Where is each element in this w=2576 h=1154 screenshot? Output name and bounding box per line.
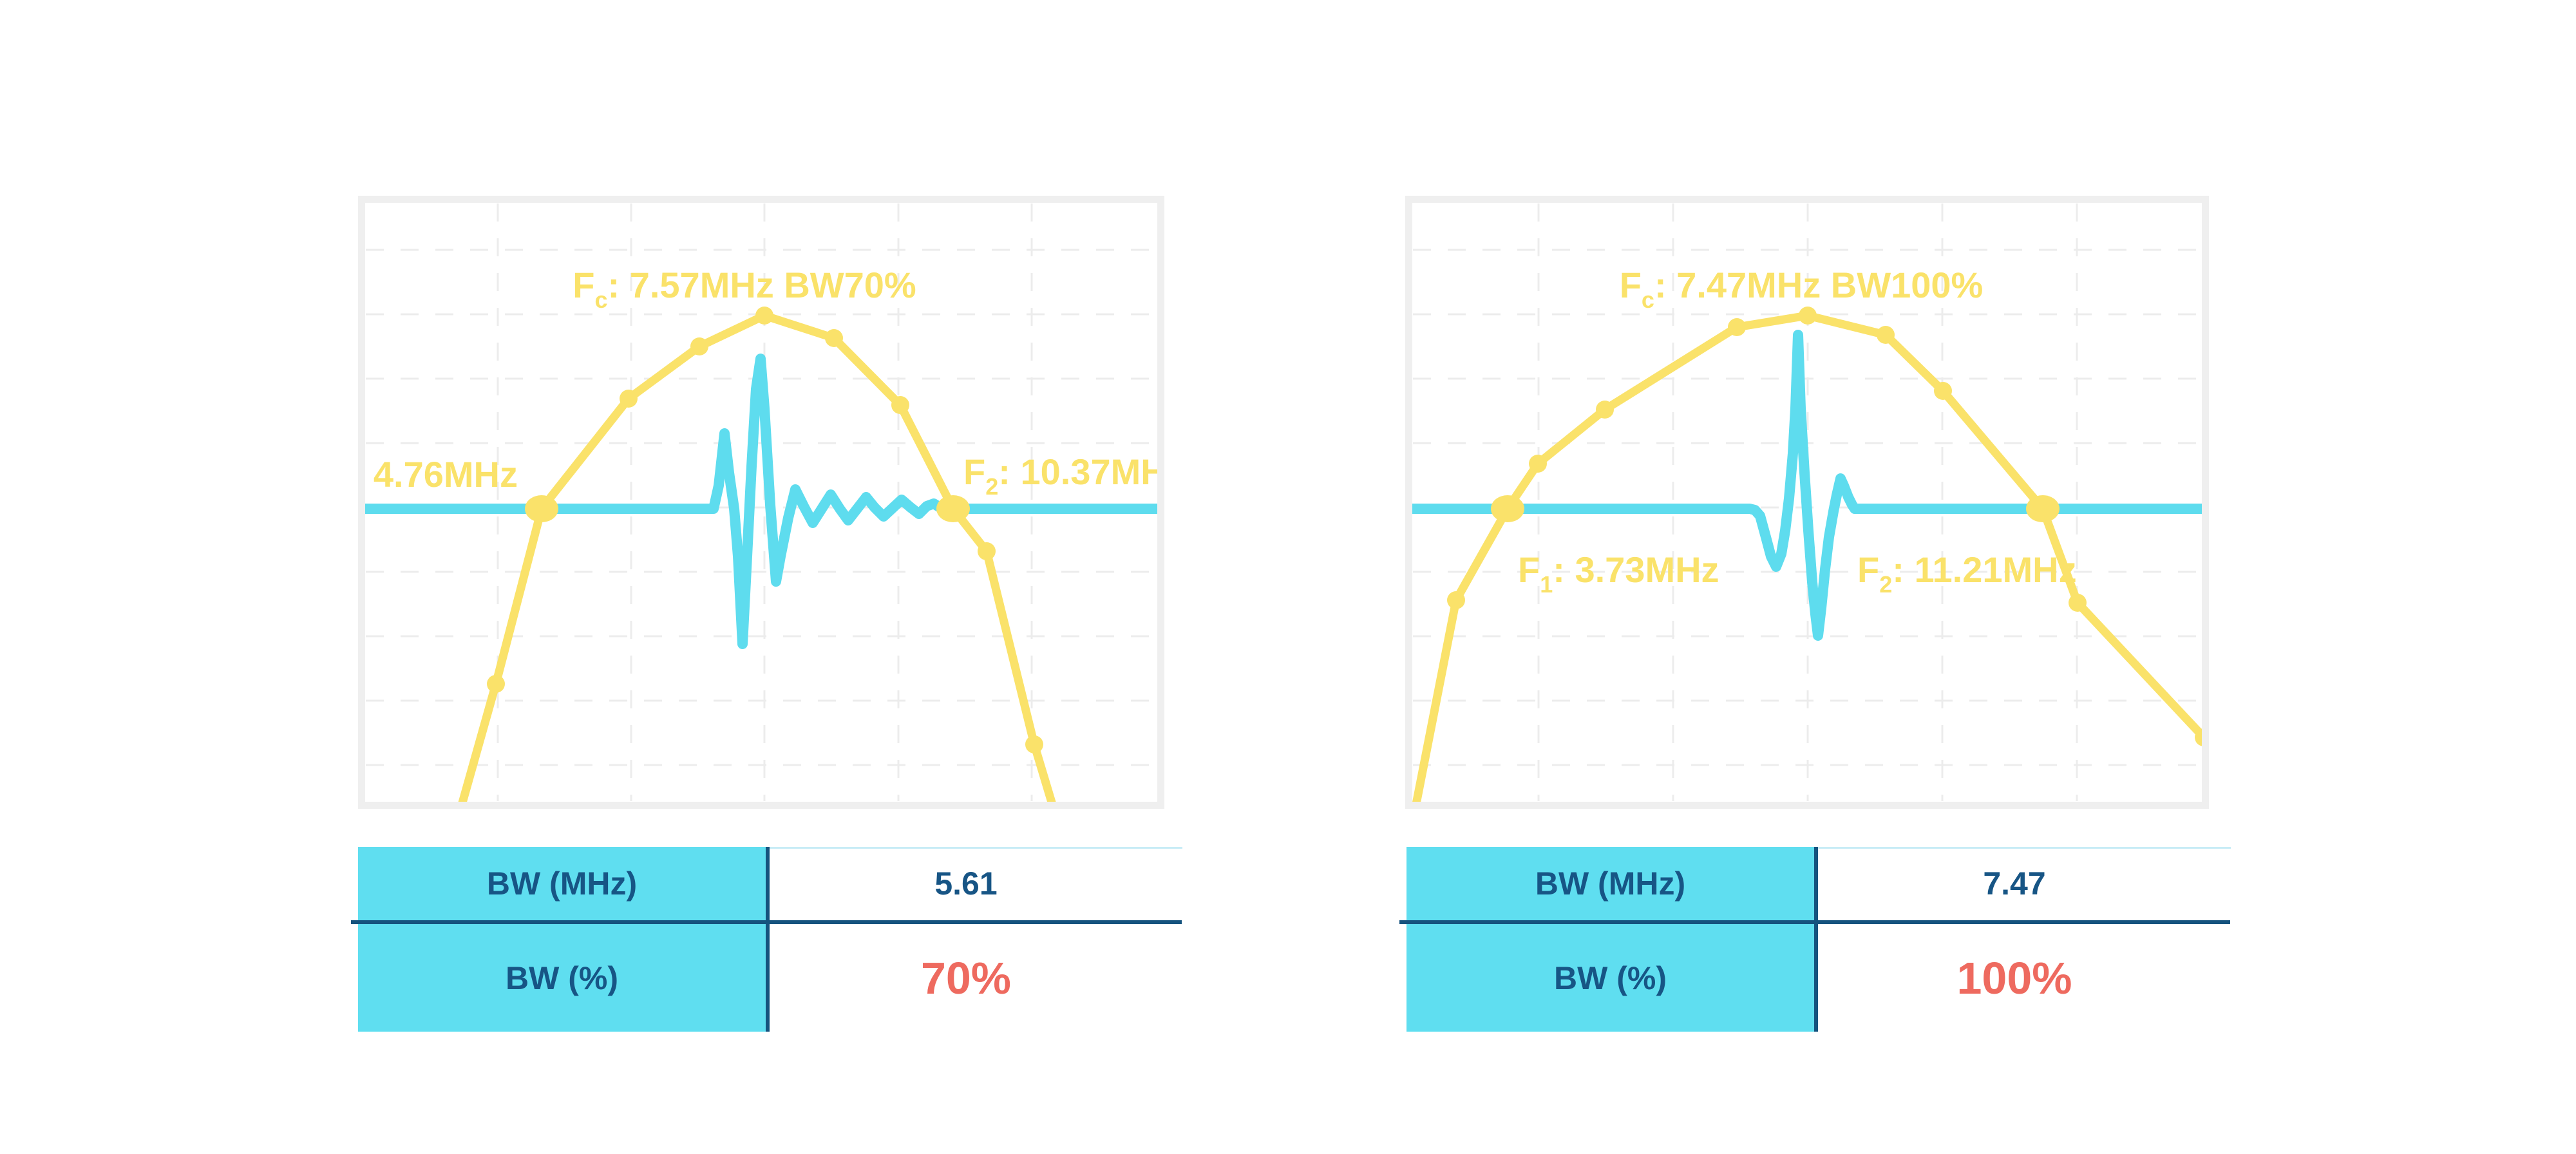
spectrum-markers — [487, 307, 1043, 753]
f1-annotation: F1: 3.73MHz — [1518, 549, 1719, 598]
table-top-rule — [1816, 847, 2231, 849]
chart-frame — [1405, 196, 2209, 809]
spectrum-curve — [456, 311, 1058, 809]
bandwidth-table-100pct: BW (MHz) 7.47 BW (%) 100% — [1399, 847, 2231, 1032]
table-row: BW (MHz) 5.61 — [358, 847, 1166, 920]
bw-pct-value: 100% — [1956, 952, 2072, 1003]
spectrum-curve — [1410, 311, 2208, 809]
table-column-divider — [1814, 847, 1818, 1032]
spectrum-chart-svg: Fc: 7.47MHz BW100% F1: 3.73MHz F2: 11.21… — [1405, 196, 2209, 809]
f2-annotation: F2: 11.21MHz — [1857, 549, 2077, 598]
chart-frame — [358, 196, 1164, 809]
bw-mhz-value: 5.61 — [934, 866, 998, 902]
spectrum-chart-svg: Fc: 7.57MHz BW70% F1: 4.76MHz F2: 10.37M… — [358, 196, 1164, 809]
bw-pct-label: BW (%) — [1406, 924, 1814, 1032]
table-row: BW (MHz) 7.47 — [1406, 847, 2215, 920]
table-row: BW (%) 70% — [358, 924, 1166, 1032]
table-row: BW (%) 100% — [1406, 924, 2215, 1032]
bw-mhz-value: 7.47 — [1983, 866, 2046, 902]
spectrum-chart-100pct: Fc: 7.47MHz BW100% F1: 3.73MHz F2: 11.21… — [1405, 196, 2209, 809]
f2-annotation: F2: 10.37MHz — [963, 451, 1164, 500]
bw-mhz-label: BW (MHz) — [1406, 847, 1814, 920]
pulse-waveform — [1405, 330, 2209, 641]
bw-mhz-label: BW (MHz) — [358, 847, 766, 920]
spectrum-markers — [1447, 307, 2209, 746]
bw-pct-label: BW (%) — [358, 924, 766, 1032]
bw-pct-value: 70% — [920, 952, 1012, 1003]
spectrum-chart-70pct: Fc: 7.57MHz BW70% F1: 4.76MHz F2: 10.37M… — [358, 196, 1164, 809]
f1-annotation: F1: 4.76MHz — [358, 454, 518, 502]
table-column-divider — [766, 847, 770, 1032]
bandwidth-table-70pct: BW (MHz) 5.61 BW (%) 70% — [351, 847, 1182, 1032]
pulse-waveform — [358, 354, 1164, 649]
table-top-rule — [768, 847, 1182, 849]
fc-annotation: Fc: 7.57MHz BW70% — [573, 265, 916, 313]
fc-annotation: Fc: 7.47MHz BW100% — [1620, 265, 1984, 313]
